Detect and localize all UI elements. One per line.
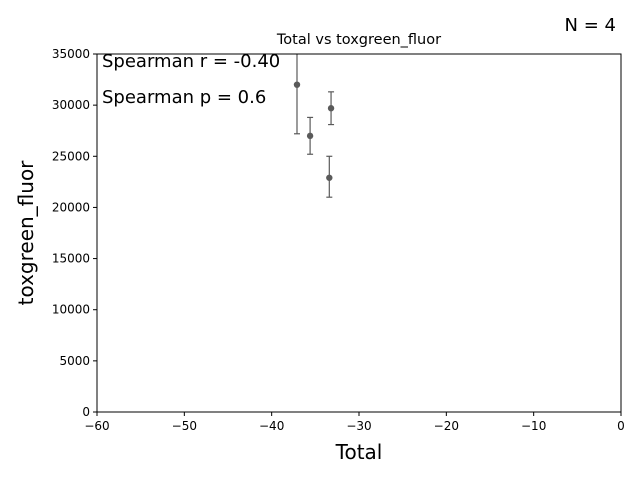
y-tick-label: 30000 [52, 98, 90, 112]
n-annotation: N = 4 [565, 15, 616, 36]
x-tick-label: 0 [617, 419, 625, 433]
x-tick-label: −30 [346, 419, 371, 433]
y-axis: 0 5000 10000 15000 20000 25000 30000 35000 [52, 47, 97, 419]
data-point [306, 132, 314, 140]
data-point [326, 174, 333, 181]
y-axis-label: toxgreen_fluor [14, 160, 38, 306]
x-tick-label: −40 [259, 419, 284, 433]
data-point [327, 105, 335, 112]
x-tick-label: −20 [434, 419, 459, 433]
x-axis: −60 −50 −40 −30 −20 −10 0 [84, 412, 625, 433]
data-point [293, 81, 301, 88]
x-tick-label: −60 [84, 419, 109, 433]
x-axis-label: Total [335, 440, 383, 464]
x-tick-label: −50 [172, 419, 197, 433]
data-point-group [327, 91, 335, 126]
y-tick-label: 25000 [52, 149, 90, 163]
data-marks [293, 54, 335, 198]
y-tick-label: 35000 [52, 47, 90, 61]
spearman-p-label: Spearman p = 0.6 [102, 87, 266, 108]
data-point-group [293, 54, 301, 135]
chart-title: Total vs toxgreen_fluor [276, 32, 441, 48]
y-tick-label: 15000 [52, 252, 90, 266]
data-point-group [326, 155, 333, 198]
y-tick-label: 20000 [52, 200, 90, 214]
x-tick-label: −10 [521, 419, 546, 433]
y-tick-label: 10000 [52, 303, 90, 317]
y-tick-label: 0 [82, 405, 90, 419]
y-tick-label: 5000 [59, 354, 90, 368]
spearman-r-label: Spearman r = -0.40 [102, 51, 280, 72]
data-point-group [306, 116, 314, 155]
